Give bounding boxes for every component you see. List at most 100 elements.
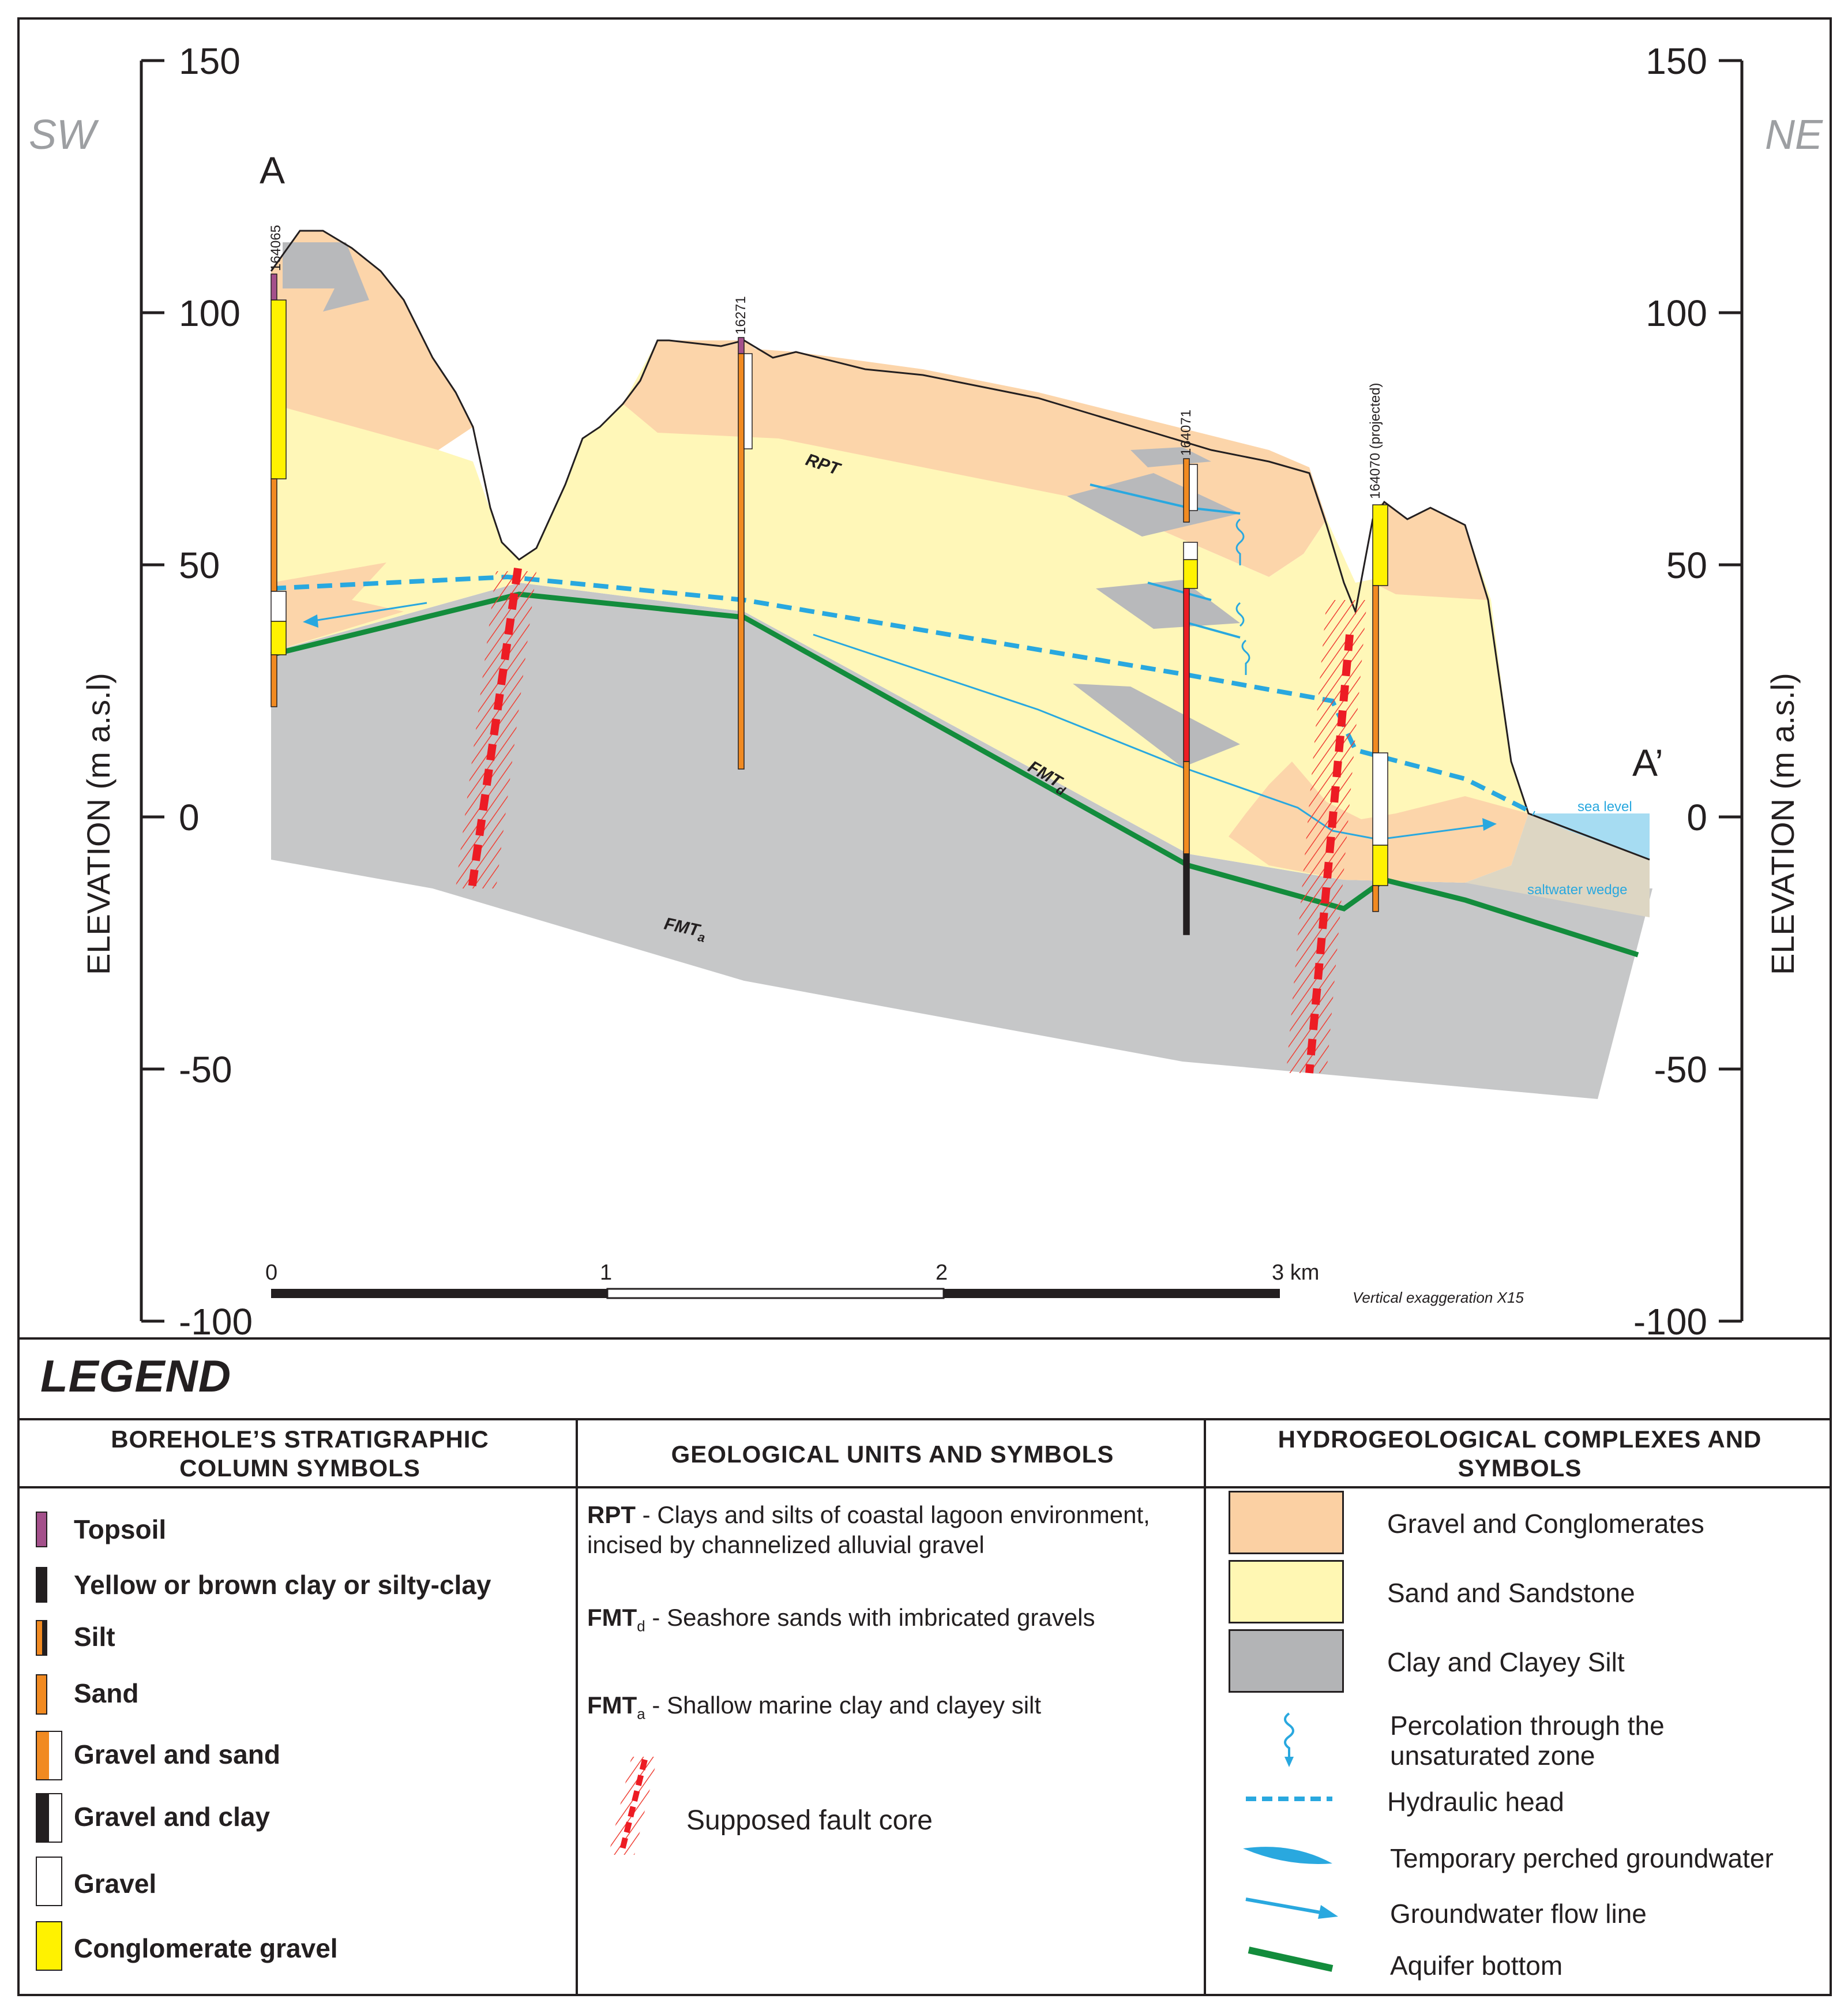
scale-tick-0: 0 — [265, 1261, 277, 1285]
percolation-icon — [1284, 1712, 1294, 1767]
perched-groundwater-3 — [1188, 622, 1241, 639]
right-axis-title: ELEVATION (m a.s.l) — [1764, 673, 1801, 975]
legend-colhead-divider — [17, 1486, 1832, 1488]
fault-zone-east — [1286, 600, 1367, 1073]
swatch-clay-silt — [1229, 1629, 1344, 1693]
scale-tick-2: 2 — [936, 1261, 948, 1285]
label-conglomerate: Conglomerate gravel — [74, 1933, 338, 1963]
geo-unit-rpt: RPT - Clays and silts of coastal lagoon … — [587, 1501, 1150, 1558]
clay-lens-3 — [1096, 580, 1240, 629]
geo-unit-fmtd: FMTd - Seashore sands with imbricated gr… — [587, 1604, 1095, 1635]
borehole-label-164070: 164070 (projected) — [1368, 383, 1383, 499]
legend-col-divider-2 — [1204, 1418, 1206, 1996]
legend-col2-title: GEOLOGICAL UNITS AND SYMBOLS — [671, 1441, 1114, 1468]
section-start-label: A — [260, 149, 285, 192]
groundwater-flow-line-west — [317, 602, 427, 621]
left-tick-100: 100 — [179, 292, 241, 334]
direction-sw: SW — [29, 112, 99, 158]
aquifer-bottom-icon — [1248, 1947, 1334, 1972]
aquifer-bottom-line — [270, 591, 1639, 958]
borehole-label-16271: 16271 — [733, 296, 749, 335]
percolation-arrow-1 — [1235, 518, 1245, 565]
left-axis-title: ELEVATION (m a.s.l) — [80, 673, 117, 975]
hydraulic-head-icon — [1246, 1797, 1332, 1801]
label-perched-groundwater: Temporary perched groundwater — [1390, 1843, 1774, 1873]
clay-lens-1 — [283, 242, 369, 312]
section-end-label: A’ — [1632, 741, 1663, 784]
legend-col1-title: BOREHOLE’S STRATIGRAPHIC COLUMN SYMBOLS — [111, 1426, 489, 1482]
perched-groundwater-2 — [1147, 582, 1212, 601]
figure-frame — [17, 17, 1832, 1996]
swatch-conglomerate — [36, 1921, 62, 1971]
borehole-16271 — [738, 337, 753, 770]
borehole-164070 — [1372, 504, 1388, 912]
label-gravel-clay: Gravel and clay — [74, 1802, 271, 1832]
label-gravel-sand: Gravel and sand — [74, 1739, 280, 1769]
swatch-gravel-sand — [36, 1731, 62, 1780]
legend-col-divider-1 — [576, 1418, 578, 1996]
label-sand: Sand — [74, 1678, 139, 1708]
left-elevation-axis — [140, 59, 164, 1323]
fault-core-west — [468, 568, 522, 889]
fault-core-east — [1305, 634, 1354, 1074]
right-tick-0: 0 — [1687, 797, 1707, 838]
saltwater-wedge-label: saltwater wedge — [1527, 882, 1627, 898]
flow-arrow-head-east — [1482, 818, 1497, 831]
left-tick-minus50: -50 — [179, 1049, 232, 1090]
sea-level-label: sea level — [1577, 799, 1632, 815]
saltwater-wedge — [1465, 813, 1650, 917]
swatch-gravel-conglomerates — [1229, 1491, 1344, 1554]
right-tick-minus100: -100 — [1633, 1301, 1707, 1342]
percolation-arrow-2 — [1235, 602, 1245, 627]
swatch-topsoil — [36, 1512, 47, 1547]
label-topsoil: Topsoil — [74, 1514, 167, 1544]
label-hydraulic-head: Hydraulic head — [1387, 1787, 1564, 1817]
left-tick-minus100: -100 — [179, 1301, 253, 1342]
scale-bar — [271, 1288, 1280, 1299]
vertical-exaggeration-note: Vertical exaggeration X15 — [1353, 1289, 1524, 1306]
legend-col3-title: HYDROGEOLOGICAL COMPLEXES AND SYMBOLS — [1278, 1426, 1762, 1482]
label-flow-line: Groundwater flow line — [1390, 1899, 1647, 1929]
swatch-sand — [36, 1674, 47, 1715]
clay-lens-5 — [1130, 447, 1211, 467]
swatch-gravel — [36, 1857, 62, 1906]
flow-arrow-head-west — [303, 614, 318, 628]
label-sand-sandstone: Sand and Sandstone — [1387, 1578, 1635, 1608]
direction-ne: NE — [1765, 112, 1823, 158]
borehole-164065 — [271, 273, 287, 707]
swatch-silt — [36, 1620, 47, 1656]
gravel-unit-east — [1373, 502, 1488, 600]
left-tick-0: 0 — [179, 797, 200, 838]
label-clay: Yellow or brown clay or silty-clay — [74, 1570, 491, 1600]
fault-label: Supposed fault core — [686, 1805, 933, 1836]
clay-lens-4 — [1073, 684, 1240, 767]
perched-groundwater-icon — [1243, 1847, 1332, 1864]
label-silt: Silt — [74, 1622, 115, 1652]
flow-line-icon — [1245, 1897, 1338, 1919]
swatch-sand-sandstone — [1229, 1560, 1344, 1623]
scale-tick-1: 1 — [600, 1261, 612, 1285]
label-percolation: Percolation through the unsaturated zone — [1390, 1711, 1665, 1771]
legend-divider-top — [17, 1337, 1832, 1340]
percolation-arrow-3 — [1241, 639, 1250, 675]
geo-unit-fmta: FMTa - Shallow marine clay and clayey si… — [587, 1692, 1042, 1723]
left-tick-50: 50 — [179, 545, 220, 586]
borehole-label-164065: 164065 — [268, 225, 284, 271]
label-clay-silt: Clay and Clayey Silt — [1387, 1647, 1625, 1677]
right-elevation-axis — [1719, 59, 1744, 1323]
label-gravel-conglomerates: Gravel and Conglomerates — [1387, 1509, 1704, 1539]
scale-tick-3: 3 km — [1272, 1261, 1319, 1285]
label-gravel: Gravel — [74, 1869, 157, 1899]
fault-core-icon — [609, 1757, 658, 1855]
borehole-164071 — [1183, 458, 1198, 935]
legend-header-divider — [17, 1418, 1832, 1420]
label-aquifer-bottom: Aquifer bottom — [1390, 1951, 1563, 1981]
legend-title: LEGEND — [40, 1351, 232, 1401]
hydraulic-head-line — [271, 574, 1535, 816]
left-tick-150: 150 — [179, 40, 241, 82]
right-tick-150: 150 — [1646, 40, 1707, 82]
right-tick-100: 100 — [1646, 292, 1707, 334]
swatch-clay — [36, 1567, 47, 1603]
swatch-gravel-clay — [36, 1793, 62, 1843]
